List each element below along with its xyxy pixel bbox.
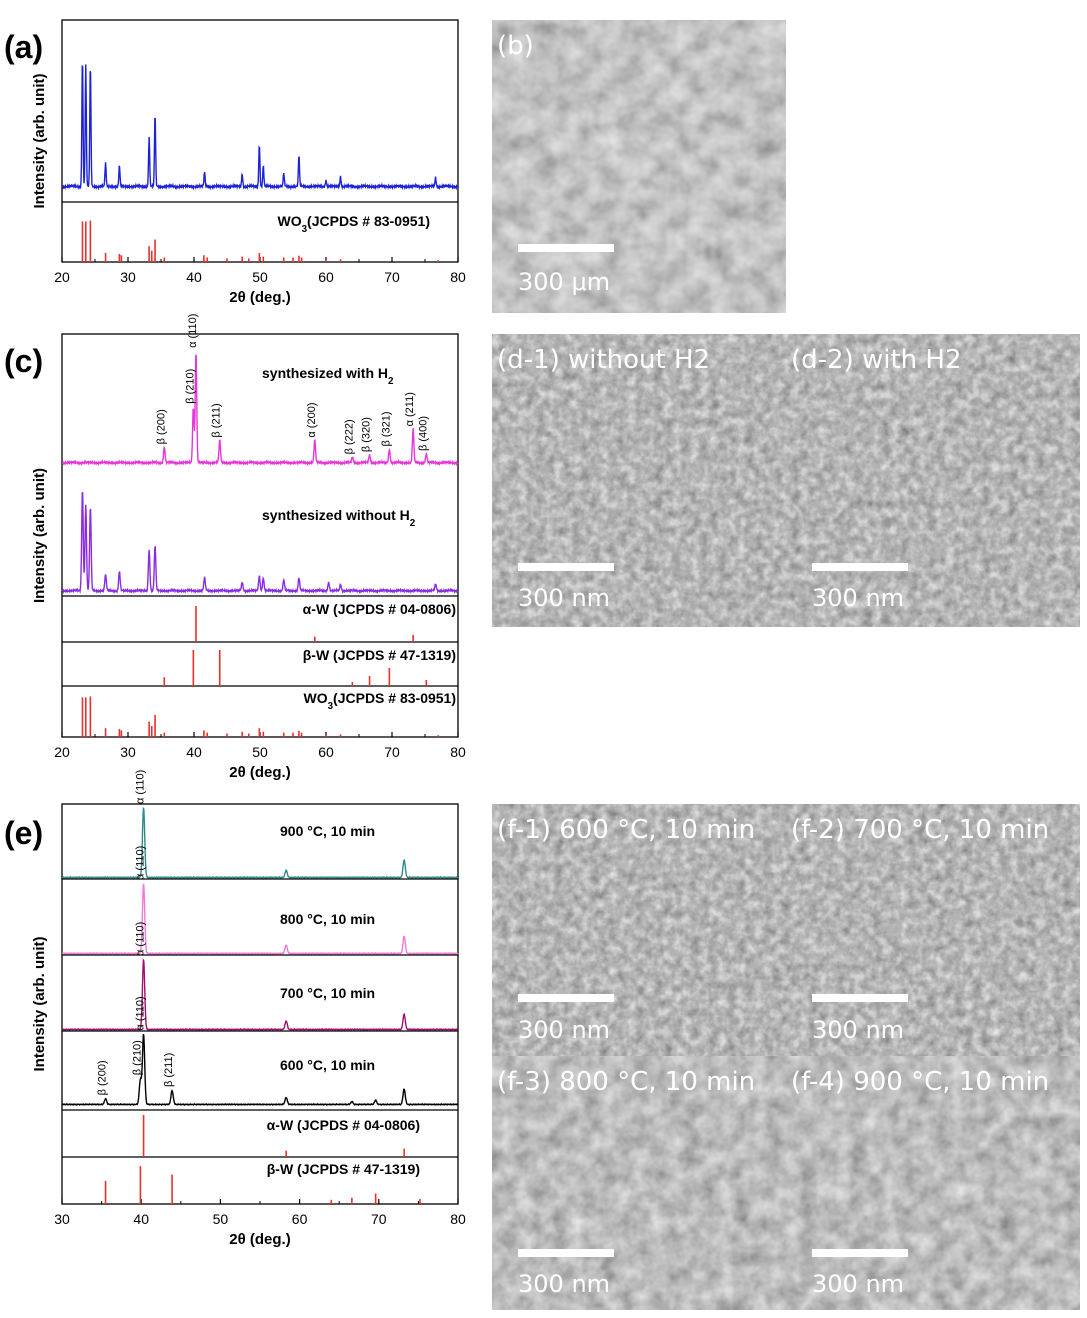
chart-c-trace-1: [61, 354, 459, 467]
chart-a-xtick-label: 70: [384, 269, 400, 285]
chart-a-xtick-label: 80: [450, 269, 466, 285]
chart-e-series-label-3: 700 °C, 10 min: [280, 985, 375, 1001]
sem-image-d2: (d-2) with H2 300 nm: [786, 334, 1080, 627]
sem-label-d1: (d-1) without H2: [497, 345, 710, 375]
chart-e-xtick-label: 40: [133, 1211, 149, 1227]
scale-text-f3: 300 nm: [518, 1270, 610, 1298]
chart-e-peak-label: α (110): [135, 922, 147, 956]
scale-bar-f4: [812, 1249, 908, 1257]
scale-text-f2: 300 nm: [812, 1016, 904, 1044]
chart-e-series-label-2: 800 °C, 10 min: [280, 911, 375, 927]
scale-text-f1: 300 nm: [518, 1016, 610, 1044]
chart-e-y-axis-title: Intensity (arb. unit): [31, 936, 48, 1071]
chart-e-peak-label: β (210): [131, 1040, 143, 1075]
chart-c-ref-label-2: β-W (JCPDS # 47-1319): [303, 647, 456, 663]
chart-c-peak-label: β (321): [380, 411, 392, 446]
chart-c-ref-label-1: α-W (JCPDS # 04-0806): [303, 601, 456, 617]
chart-a-x-axis-title: 2θ (deg.): [229, 289, 290, 306]
chart-c-peak-label: β (211): [211, 403, 223, 437]
scale-text-f4: 300 nm: [812, 1270, 904, 1298]
chart-c-frame: [61, 333, 459, 738]
chart-a-ref-label-1: WO3(JCPDS # 83-0951): [277, 213, 430, 235]
chart-a-trace-1: [61, 64, 459, 191]
chart-e-trace-1: [61, 806, 459, 880]
chart-e-xtick-label: 80: [450, 1211, 466, 1227]
sem-label-f4: (f-4) 900 °C, 10 min: [791, 1067, 1049, 1097]
panel-letter-c: (c): [4, 343, 43, 379]
chart-c-series-label-1: synthesized with H2: [262, 365, 394, 387]
chart-c-peak-label: β (222): [343, 419, 355, 454]
chart-c-trace-2: [61, 492, 459, 595]
chart-a-y-axis-title: Intensity (arb. unit): [31, 73, 48, 208]
panel-letter-e: (e): [4, 815, 43, 851]
scale-bar-d1: [518, 563, 614, 571]
sem-image-b: (b) 300 μm: [492, 20, 786, 313]
chart-c-peak-label: β (320): [361, 417, 373, 452]
scale-bar-f1: [518, 994, 614, 1002]
chart-e-series-label-1: 900 °C, 10 min: [280, 823, 375, 839]
chart-e-xtick-label: 50: [213, 1211, 229, 1227]
xrd-chart-c: 20 30 40 50 60 70 80 2θ (deg.) Intensity (arb. u…: [31, 314, 466, 781]
chart-c-xtick-label: 30: [120, 744, 136, 760]
sem-image-f4: (f-4) 900 °C, 10 min 300 nm: [786, 1056, 1080, 1310]
chart-c-peak-label: α (110): [187, 314, 199, 348]
chart-c-xtick-label: 50: [252, 744, 268, 760]
chart-c-y-axis-title: Intensity (arb. unit): [31, 468, 48, 603]
sem-label-f2: (f-2) 700 °C, 10 min: [791, 815, 1049, 845]
chart-a-xtick-label: 30: [120, 269, 136, 285]
chart-e-ref-label-2: β-W (JCPDS # 47-1319): [267, 1161, 420, 1177]
chart-e-peak-label: β (200): [97, 1060, 109, 1095]
xrd-chart-e: 30 40 50 60 70 80 2θ (deg.) Intensity (arb. uni…: [31, 770, 466, 1248]
chart-a-xtick-label: 20: [54, 269, 70, 285]
sem-image-f1: (f-1) 600 °C, 10 min 300 nm: [492, 804, 786, 1056]
sem-image-f2: (f-2) 700 °C, 10 min 300 nm: [786, 804, 1080, 1056]
chart-c-peak-label: β (200): [155, 409, 167, 444]
chart-e-frame: [61, 803, 459, 1205]
scale-bar-f3: [518, 1249, 614, 1257]
scale-text-d1: 300 nm: [518, 584, 610, 612]
chart-e-peak-label: β (211): [163, 1053, 175, 1087]
chart-c-xtick-label: 70: [384, 744, 400, 760]
panel-letter-a: (a): [4, 29, 43, 65]
chart-c-peak-label: β (210): [184, 369, 196, 404]
chart-c-peak-label: α (200): [306, 402, 318, 437]
sem-image-f3: (f-3) 800 °C, 10 min 300 nm: [492, 1056, 786, 1310]
chart-c-ref-label-3: WO3(JCPDS # 83-0951): [303, 690, 456, 712]
chart-c-xtick-label: 40: [186, 744, 202, 760]
scale-bar-f2: [812, 994, 908, 1002]
chart-c-xtick-label: 80: [450, 744, 466, 760]
chart-c-xtick-label: 20: [54, 744, 70, 760]
chart-a-xtick-label: 60: [318, 269, 334, 285]
chart-e-peak-label: α (110): [135, 996, 147, 1030]
sem-image-d1: (d-1) without H2 300 nm: [492, 334, 786, 627]
chart-e-xtick-label: 60: [292, 1211, 308, 1227]
sem-label-f1: (f-1) 600 °C, 10 min: [497, 815, 755, 845]
chart-e-trace-2: [61, 883, 459, 956]
sem-label-d2: (d-2) with H2: [791, 345, 962, 375]
chart-e-peak-label: α (110): [135, 846, 147, 880]
chart-c-series-label-2: synthesized without H2: [262, 507, 416, 529]
scale-text-d2: 300 nm: [812, 584, 904, 612]
chart-e-peak-label: α (110): [135, 770, 147, 804]
chart-c-xtick-label: 60: [318, 744, 334, 760]
chart-e-xtick-label: 30: [54, 1211, 70, 1227]
sem-label-b: (b): [497, 31, 534, 61]
chart-e-x-axis-title: 2θ (deg.): [229, 1231, 290, 1248]
chart-e-ref-label-1: α-W (JCPDS # 04-0806): [267, 1117, 420, 1133]
scale-bar-b: [518, 244, 614, 252]
scale-text-b: 300 μm: [518, 268, 610, 296]
xrd-chart-a: 20 30 40 50 60 70 80 2θ (deg.) Intensity (arb. u…: [31, 19, 466, 306]
scale-bar-d2: [812, 563, 908, 571]
chart-e-trace-4: [61, 1033, 459, 1107]
sem-label-f3: (f-3) 800 °C, 10 min: [497, 1067, 755, 1097]
chart-a-xtick-label: 50: [252, 269, 268, 285]
chart-c-x-axis-title: 2θ (deg.): [229, 764, 290, 781]
chart-e-xtick-label: 70: [371, 1211, 387, 1227]
chart-a-xtick-label: 40: [186, 269, 202, 285]
chart-c-peak-label: α (211): [404, 392, 416, 426]
chart-e-trace-3: [61, 958, 459, 1032]
chart-e-series-label-4: 600 °C, 10 min: [280, 1057, 375, 1073]
chart-c-peak-label: β (400): [417, 416, 429, 451]
